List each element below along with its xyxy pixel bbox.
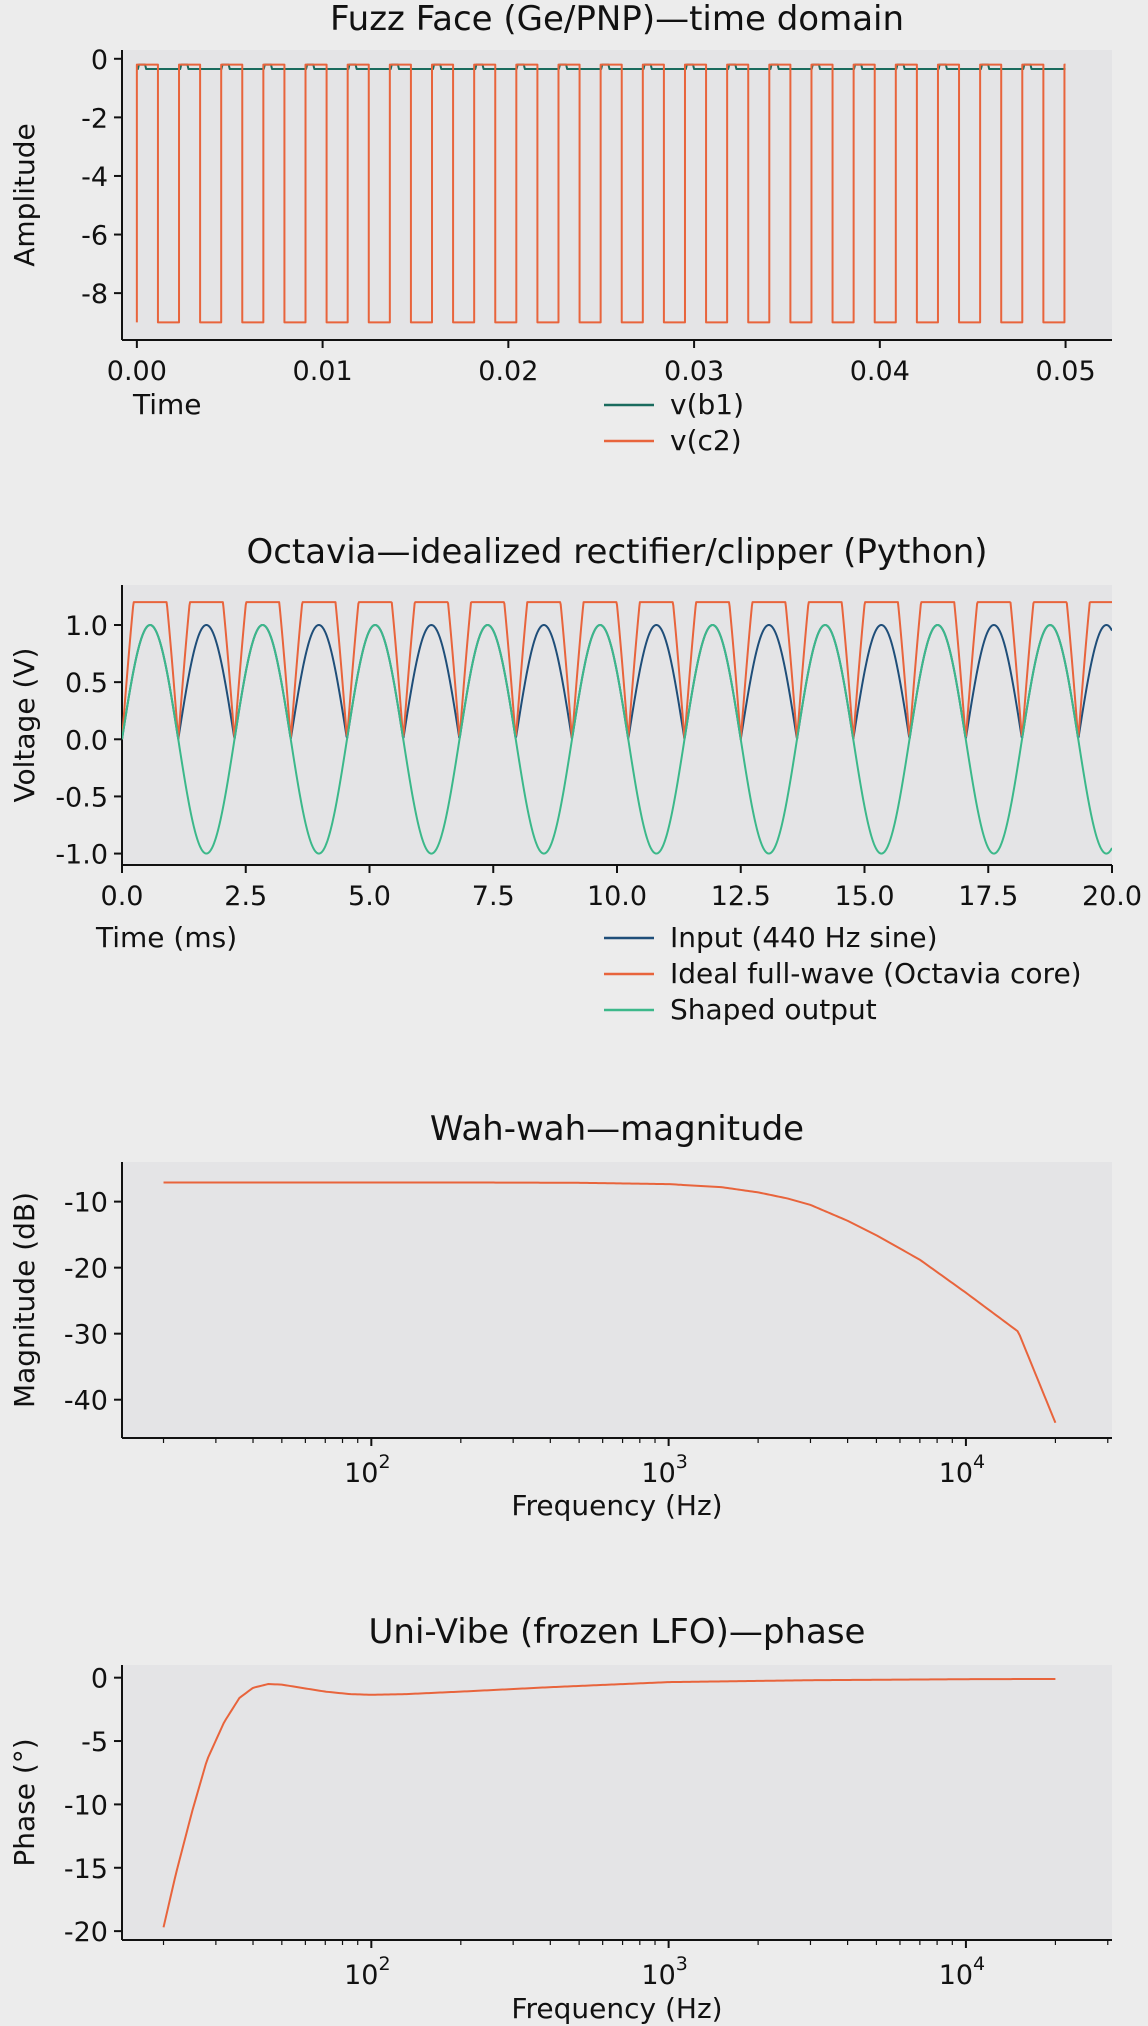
x-tick-label: 102 <box>344 1451 390 1489</box>
chart-2: Octavia—idealized rectifier/clipper (Pyt… <box>8 532 1142 1026</box>
x-tick-label: 0.00 <box>107 356 167 387</box>
x-tick-label: 0.01 <box>293 356 353 387</box>
x-tick-label: 0.0 <box>101 881 144 912</box>
y-axis-label: Voltage (V) <box>8 648 41 803</box>
plot-area <box>122 585 1112 865</box>
y-tick-label: -0.5 <box>55 782 108 813</box>
x-tick-label: 0.03 <box>664 356 724 387</box>
y-tick-label: -4 <box>81 162 108 193</box>
x-axis-label: Frequency (Hz) <box>511 1489 722 1522</box>
plot-area <box>122 1665 1112 1940</box>
y-tick-label: 1.0 <box>65 611 108 642</box>
chart-title: Wah-wah—magnitude <box>430 1109 804 1149</box>
chart-1: Fuzz Face (Ge/PNP)—time domain 0 -2 -4 -6 -8 0… <box>8 0 1112 457</box>
y-tick-label: -8 <box>81 279 108 310</box>
series-line-2 <box>135 63 1066 324</box>
y-tick-label: 0 <box>91 1664 108 1695</box>
x-tick-label: 0.04 <box>850 356 910 387</box>
y-tick-label: -20 <box>64 1254 108 1285</box>
x-tick-label: 0.02 <box>478 356 538 387</box>
x-axis-label: Time (ms) <box>95 921 237 954</box>
chart-title: Uni-Vibe (frozen LFO)—phase <box>369 1612 866 1652</box>
y-tick-label: -15 <box>64 1854 108 1885</box>
series-line-1 <box>163 1181 1057 1424</box>
y-tick-label: -6 <box>81 221 108 252</box>
x-tick-label: 103 <box>641 1953 687 1991</box>
x-axis-label: Frequency (Hz) <box>511 1992 722 2025</box>
x-tick-label: 10.0 <box>587 881 647 912</box>
y-tick-label: -2 <box>81 103 108 134</box>
chart-title: Octavia—idealized rectifier/clipper (Pyt… <box>246 532 987 572</box>
y-tick-label: -30 <box>64 1320 108 1351</box>
legend: Input (440 Hz sine)Ideal full-wave (Octa… <box>604 921 1082 1026</box>
chart-title: Fuzz Face (Ge/PNP)—time domain <box>330 0 904 39</box>
legend-entry: Ideal full-wave (Octavia core) <box>670 957 1082 990</box>
x-tick-label: 2.5 <box>224 881 267 912</box>
x-tick-label: 12.5 <box>711 881 771 912</box>
x-tick-label: 102 <box>344 1953 390 1991</box>
plot-area <box>122 1162 1112 1438</box>
x-tick-label: 17.5 <box>958 881 1018 912</box>
x-tick-label: 103 <box>641 1451 687 1489</box>
y-tick-label: 0.0 <box>65 725 108 756</box>
legend-entry: v(b1) <box>670 388 744 421</box>
y-tick-label: -10 <box>64 1188 108 1219</box>
legend-entry: Shaped output <box>670 993 877 1026</box>
x-tick-label: 0.05 <box>1036 356 1096 387</box>
chart-3: Wah-wah—magnitude -10 -20 -30 -40 102 103 104 Fr… <box>8 1109 1112 1522</box>
y-axis-label: Magnitude (dB) <box>8 1192 41 1408</box>
legend: v(b1)v(c2) <box>604 388 744 457</box>
y-tick-label: -10 <box>64 1790 108 1821</box>
series-line-1 <box>162 1677 1056 1928</box>
x-tick-label: 5.0 <box>348 881 391 912</box>
x-tick-label: 104 <box>939 1953 985 1991</box>
series-line-2 <box>122 601 1112 741</box>
x-tick-label: 104 <box>939 1451 985 1489</box>
x-tick-label: 7.5 <box>472 881 515 912</box>
y-tick-label: 0.5 <box>65 668 108 699</box>
y-tick-label: -1.0 <box>55 840 108 871</box>
legend-entry: v(c2) <box>670 424 742 457</box>
x-tick-label: 15.0 <box>834 881 894 912</box>
legend-entry: Input (440 Hz sine) <box>670 921 938 954</box>
series-line-3 <box>122 624 1112 855</box>
y-tick-label: -5 <box>81 1727 108 1758</box>
y-tick-label: 0 <box>91 45 108 76</box>
y-tick-label: -40 <box>64 1386 108 1417</box>
y-axis-label: Amplitude <box>8 123 41 267</box>
x-axis-label: Time <box>132 388 202 421</box>
y-tick-label: -20 <box>64 1917 108 1948</box>
plot-area <box>122 50 1112 340</box>
chart-4: Uni-Vibe (frozen LFO)—phase 0 -5 -10 -15 -20 1… <box>8 1612 1112 2025</box>
x-tick-label: 20.0 <box>1082 881 1142 912</box>
y-axis-label: Phase (°) <box>8 1738 41 1866</box>
